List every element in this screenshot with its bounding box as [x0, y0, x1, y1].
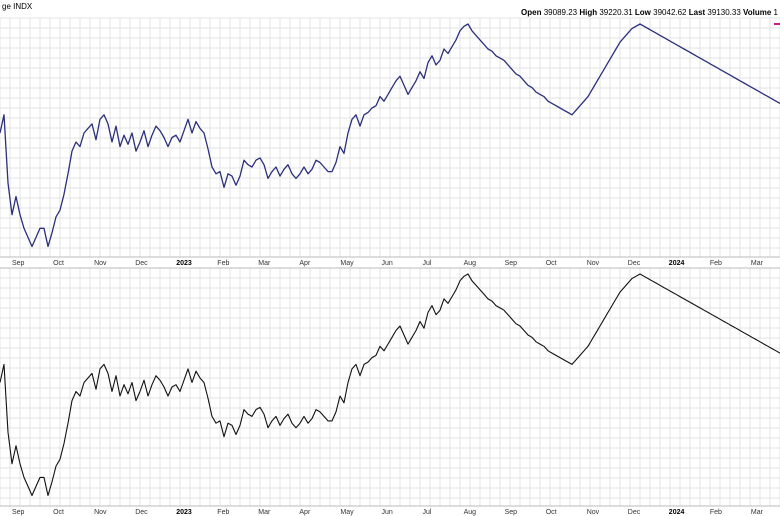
x-axis-label: Sep — [505, 260, 518, 267]
x-axis-label: Nov — [94, 509, 107, 516]
x-axis-label: Oct — [546, 509, 557, 516]
x-axis-label: Nov — [94, 260, 107, 267]
x-axis-label: Mar — [258, 509, 271, 516]
ohlcv-high-value: 39220.31 — [599, 8, 633, 17]
x-axis-label: Dec — [135, 509, 148, 516]
x-axis-label: Feb — [217, 260, 229, 267]
price-panel-x-axis: Sep Oct Nov Dec 2023 Feb Mar Apr May Jun Jul Aug Sep… — [12, 260, 764, 267]
x-axis-label: Mar — [751, 260, 764, 267]
x-axis-label: Sep — [12, 260, 25, 267]
indicator-series-line — [0, 273, 780, 497]
x-axis-label: Jul — [423, 509, 432, 516]
x-axis-label: Feb — [217, 509, 229, 516]
ohlcv-low-value: 39042.62 — [653, 8, 687, 17]
x-axis-label: May — [340, 509, 354, 516]
ohlcv-volume-label: Volume — [741, 8, 774, 17]
ohlcv-open-value: 39089.23 — [544, 8, 578, 17]
indicator-panel-grid — [0, 267, 780, 506]
x-axis-label: Feb — [710, 509, 722, 516]
x-axis-label: 2023 — [176, 509, 192, 516]
x-axis-label: Oct — [53, 509, 64, 516]
ohlcv-high-label: High — [577, 8, 599, 17]
x-axis-label: Aug — [464, 509, 477, 516]
x-axis-label: Jul — [423, 260, 432, 267]
x-axis-label: Mar — [751, 509, 764, 516]
indicator-panel-x-axis: Sep Oct Nov Dec 2023 Feb Mar Apr May Jun Jul Aug Sep… — [12, 509, 764, 516]
ohlcv-last-value: 39130.33 — [707, 8, 741, 17]
x-axis-label: Apr — [299, 509, 311, 516]
x-axis-label: Jun — [382, 260, 393, 267]
x-axis-label: Sep — [505, 509, 518, 516]
price-series-line — [0, 23, 780, 248]
x-axis-label: Dec — [628, 509, 641, 516]
x-axis-label: Sep — [12, 509, 25, 516]
x-axis-label: 2024 — [669, 509, 685, 516]
x-axis-label: Oct — [546, 260, 557, 267]
x-axis-label: 2024 — [669, 260, 685, 267]
x-axis-label: 2023 — [176, 260, 192, 267]
x-axis-label: Nov — [587, 509, 600, 516]
x-axis-label: Aug — [464, 260, 477, 267]
x-axis-label: May — [340, 260, 354, 267]
x-axis-label: Nov — [587, 260, 600, 267]
price-header: ge INDX Open 39089.23 High 39220.31 Low … — [2, 2, 779, 17]
price-panel-grid — [0, 17, 780, 257]
ohlcv-low-label: Low — [633, 8, 653, 17]
ohlcv-last-label: Last — [687, 8, 708, 17]
ohlcv-open-label: Open — [521, 8, 544, 17]
x-axis-label: Dec — [135, 260, 148, 267]
ohlcv-volume-value: 1 — [774, 8, 779, 17]
x-axis-label: Dec — [628, 260, 641, 267]
x-axis-label: Feb — [710, 260, 722, 267]
x-axis-label: Mar — [258, 260, 271, 267]
symbol-label: ge INDX — [2, 2, 33, 11]
x-axis-label: Jun — [382, 509, 393, 516]
x-axis-label: Apr — [299, 260, 311, 267]
ohlcv-readout: Open 39089.23 High 39220.31 Low 39042.62… — [521, 8, 779, 17]
x-axis-label: Oct — [53, 260, 64, 267]
